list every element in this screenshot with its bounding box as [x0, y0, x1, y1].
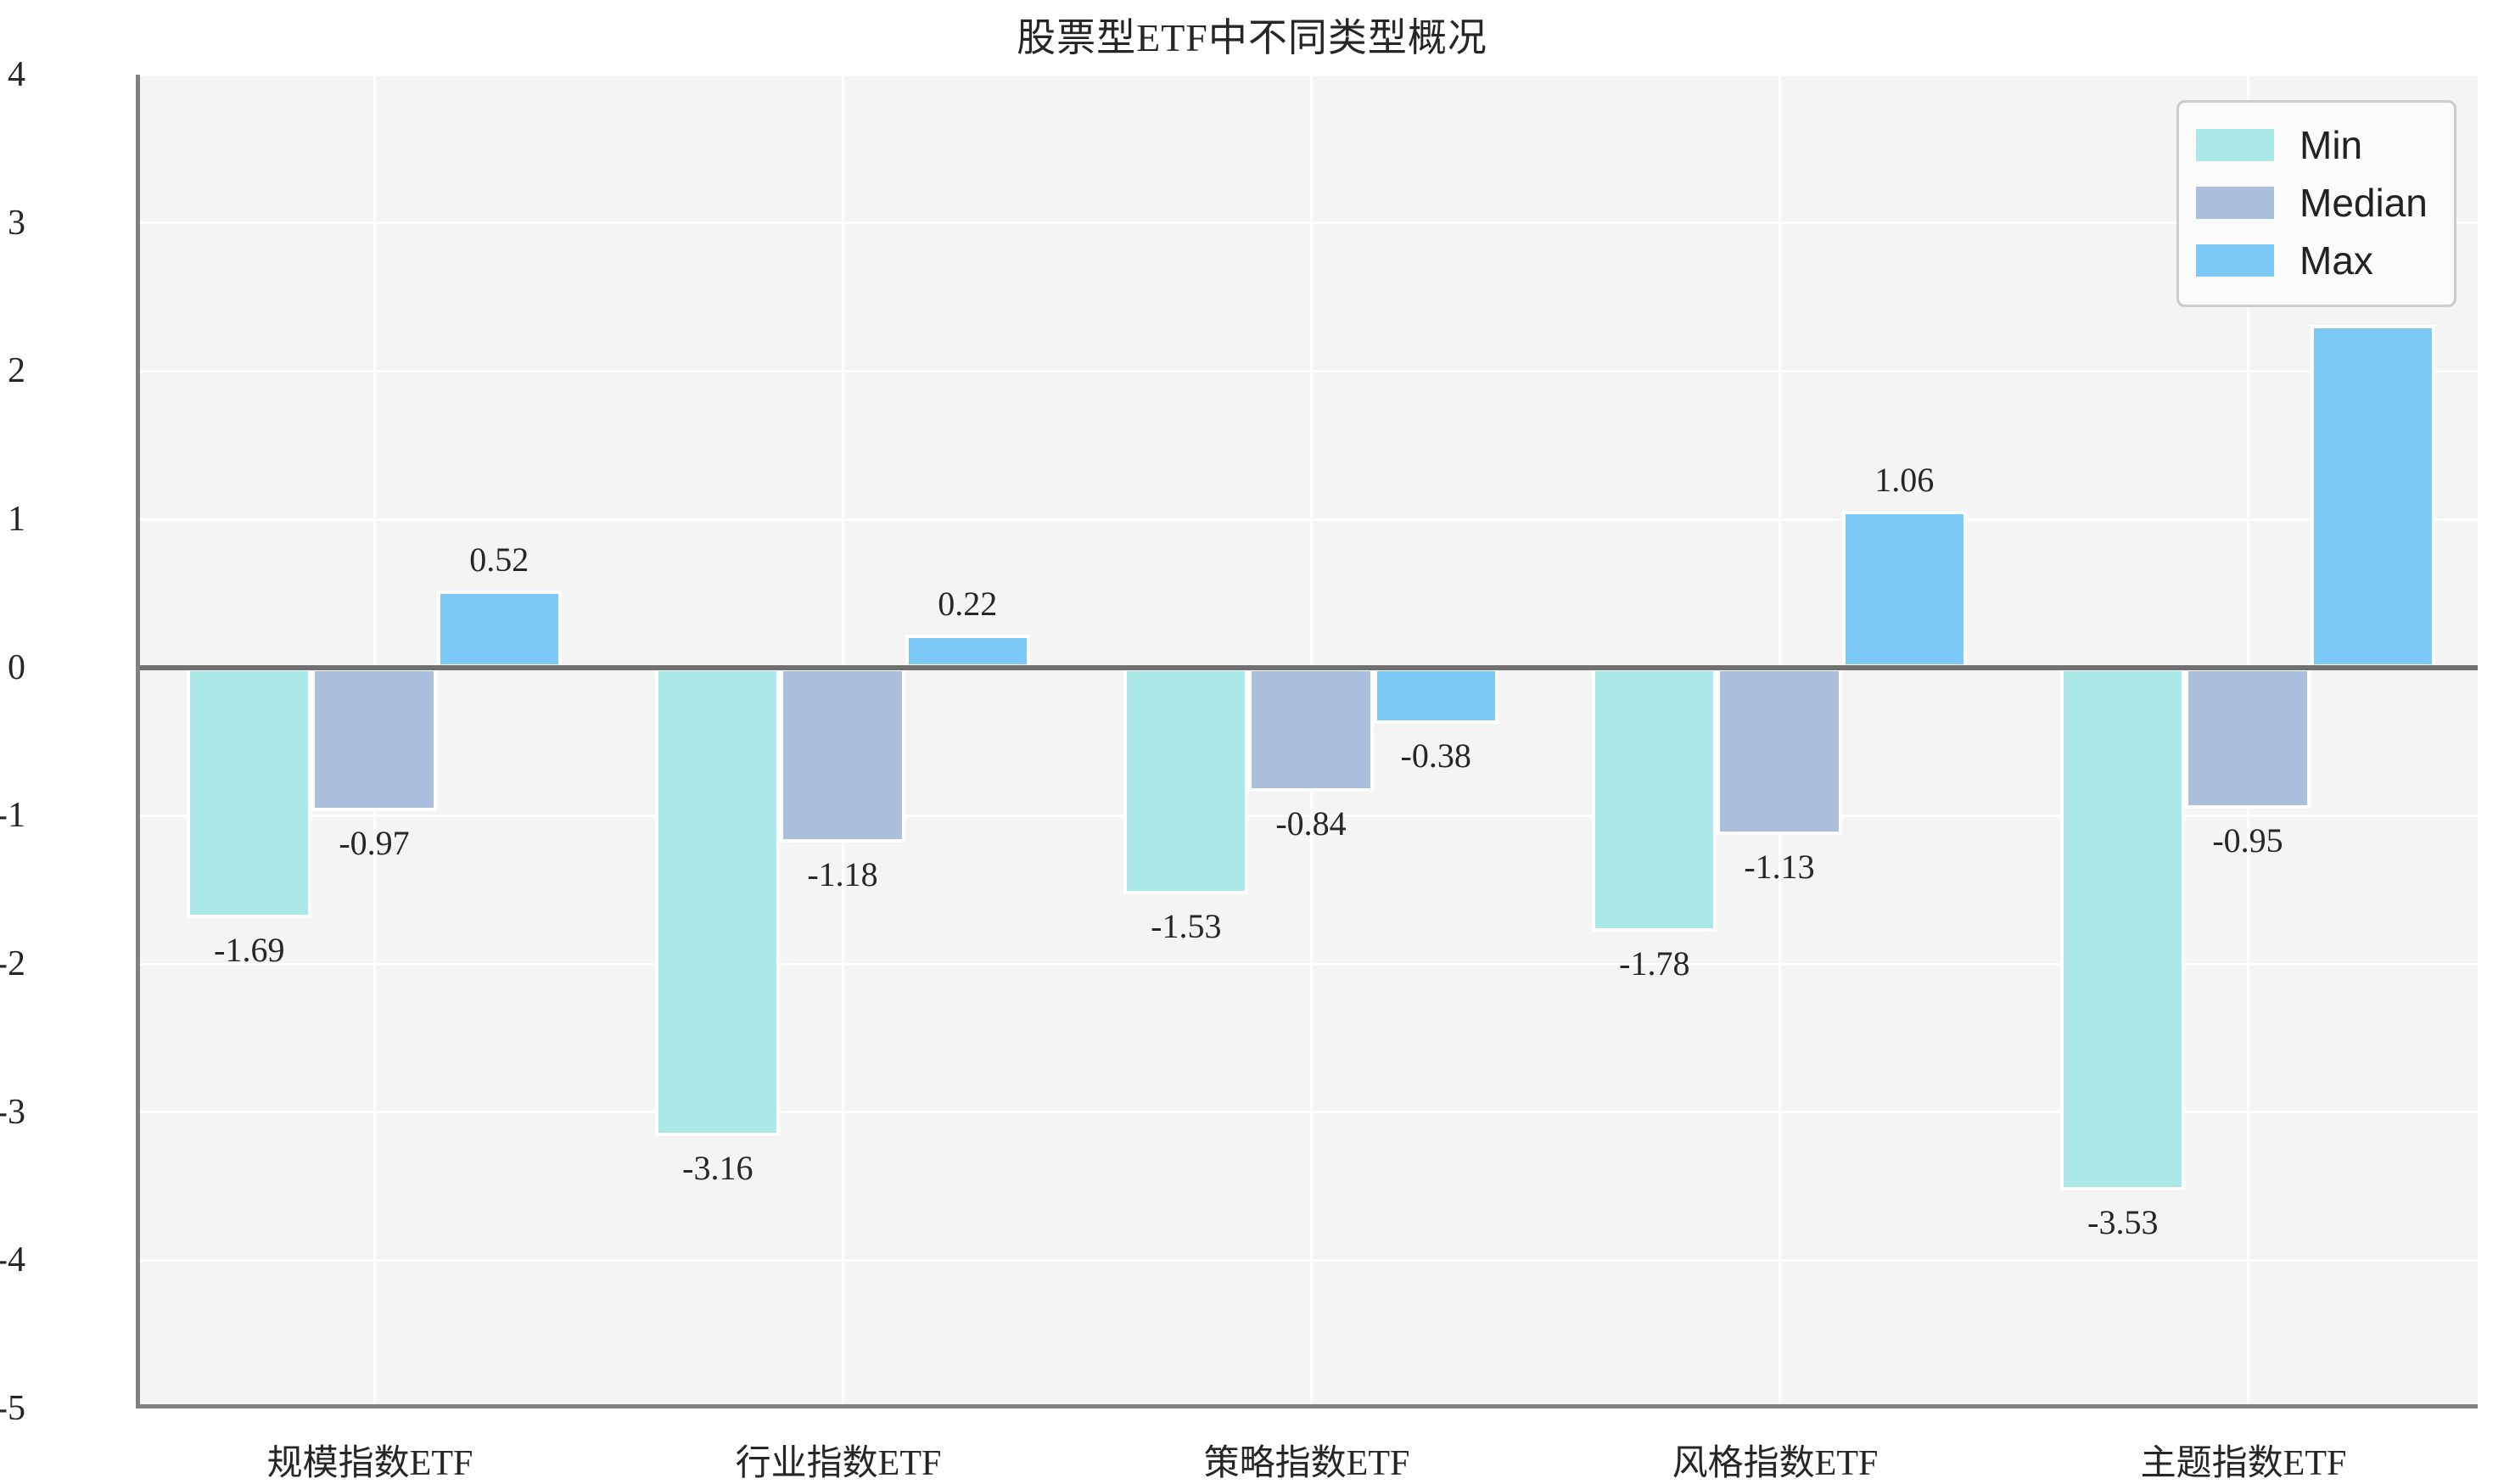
bar-min-4[interactable] [2060, 667, 2186, 1191]
gridline-horizontal [140, 1111, 2478, 1114]
legend-label: Min [2300, 123, 2363, 167]
bar-value-label: -0.97 [339, 824, 410, 863]
legend-item-min[interactable]: Min [2196, 116, 2437, 174]
bar-min-2[interactable] [1123, 667, 1249, 894]
bar-max-0[interactable] [436, 590, 562, 668]
y-tick-label: 2 [8, 351, 25, 391]
bar-value-label: -1.13 [1744, 848, 1815, 887]
x-tick-label-4: 主题指数ETF [2140, 1444, 2347, 1483]
y-tick-label: -4 [0, 1240, 25, 1280]
gridline-horizontal [140, 814, 2478, 817]
legend-swatch-icon [2196, 244, 2274, 277]
x-tick-label-3: 风格指数ETF [1672, 1444, 1879, 1483]
bar-max-2[interactable] [1373, 667, 1498, 725]
bar-median-3[interactable] [1717, 667, 1842, 836]
legend-swatch-icon [2196, 187, 2274, 219]
bar-value-label: 1.06 [1874, 460, 1935, 499]
gridline-horizontal [140, 369, 2478, 372]
bar-value-label: 0.52 [469, 540, 529, 579]
bar-value-label: -1.69 [214, 930, 285, 969]
bar-value-label: -0.95 [2212, 820, 2283, 860]
bar-value-label: -3.16 [682, 1148, 753, 1187]
bar-value-label: -1.53 [1151, 906, 1222, 945]
bar-min-1[interactable] [655, 667, 781, 1136]
y-tick-label: 3 [8, 203, 25, 243]
legend-label: Median [2300, 181, 2428, 225]
bar-median-1[interactable] [780, 667, 905, 843]
bar-value-label: -1.78 [1619, 944, 1690, 983]
bar-max-3[interactable] [1841, 510, 1967, 668]
bar-min-3[interactable] [1592, 667, 1717, 932]
y-tick-label: -1 [0, 796, 25, 836]
bar-value-label: -3.53 [2087, 1203, 2159, 1242]
bar-value-label: -0.84 [1275, 804, 1347, 843]
y-tick-label: -2 [0, 944, 25, 983]
legend-label: Max [2300, 238, 2373, 283]
bar-median-4[interactable] [2185, 667, 2311, 809]
gridline-horizontal [140, 962, 2478, 966]
page-title: 股票型ETF中不同类型概况 [1017, 16, 1487, 59]
x-tick-label-2: 策略指数ETF [1203, 1444, 1410, 1483]
y-tick-label: 1 [8, 500, 25, 539]
gridline-horizontal [140, 221, 2478, 225]
bar-value-label: -1.18 [807, 854, 878, 893]
bar-value-label: -0.38 [1400, 736, 1471, 776]
plot-area: -1.69 -3.16 -1.53 -1.78 -3.53 -0.97 -1.18 -0.84… [136, 73, 2478, 1408]
legend-item-max[interactable]: Max [2196, 232, 2437, 289]
y-tick-label: 4 [8, 55, 25, 94]
bar-median-0[interactable] [311, 667, 437, 812]
legend[interactable]: Min Median Max [2176, 100, 2456, 307]
zero-axis-line [140, 664, 2478, 670]
gridline-horizontal [140, 518, 2478, 521]
y-tick-label: -3 [0, 1092, 25, 1132]
y-tick-label: -5 [0, 1389, 25, 1428]
bar-value-label: 0.22 [938, 585, 998, 624]
x-tick-label-1: 行业指数ETF [735, 1444, 942, 1483]
bar-max-1[interactable] [905, 635, 1030, 668]
legend-item-median[interactable]: Median [2196, 174, 2437, 232]
legend-swatch-icon [2196, 129, 2274, 161]
gridline-horizontal [140, 73, 2478, 76]
bar-max-4[interactable] [2310, 325, 2435, 668]
bar-median-2[interactable] [1248, 667, 1374, 792]
gridline-horizontal [140, 1258, 2478, 1262]
bar-min-0[interactable] [187, 667, 312, 918]
x-tick-label-0: 规模指数ETF [266, 1444, 473, 1483]
y-tick-label: 0 [8, 647, 25, 687]
